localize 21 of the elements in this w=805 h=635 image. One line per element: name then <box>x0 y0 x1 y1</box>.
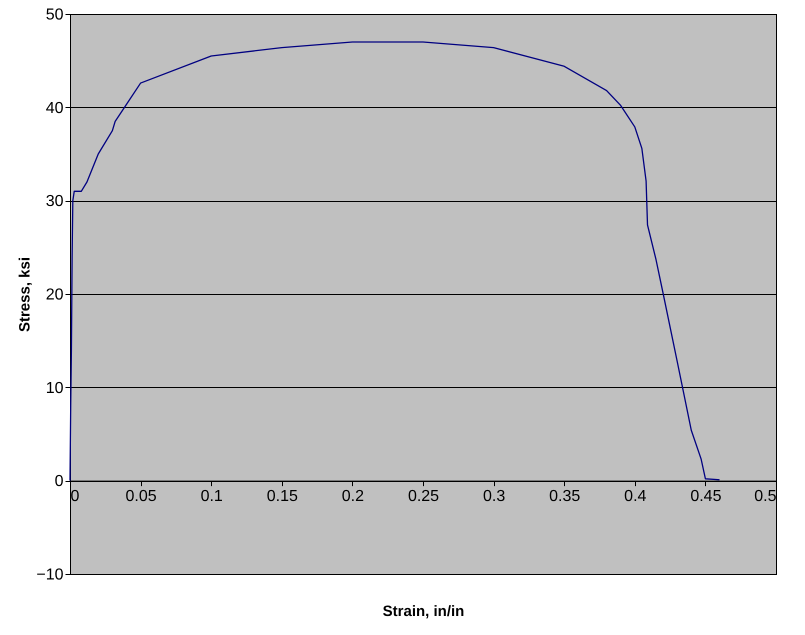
y-axis-title: Stress, ksi <box>16 256 34 332</box>
x-tick-label: 0.2 <box>342 488 364 506</box>
x-tick-label: 0.5 <box>754 488 777 506</box>
y-tick-label: 50 <box>46 6 64 24</box>
x-axis-title: Strain, in/in <box>382 603 464 620</box>
x-tick-label: 0.1 <box>200 488 223 506</box>
y-tick-label: 20 <box>46 286 64 304</box>
y-tick-label: 30 <box>46 193 64 210</box>
line-series <box>69 41 720 482</box>
x-tick-label: 0.15 <box>266 488 298 506</box>
x-tick-label: 0.3 <box>482 488 506 506</box>
y-tick-label: −10 <box>36 566 64 584</box>
x-tick-label: 0.35 <box>549 488 580 506</box>
y-tick-label: 10 <box>46 380 64 397</box>
x-tick-label: 0.25 <box>408 488 440 506</box>
x-tick-label: 0.4 <box>624 488 647 506</box>
x-tick-label: 0.05 <box>126 488 157 506</box>
x-tick-label: 0 <box>70 488 80 506</box>
y-tick-label: 0 <box>54 473 64 490</box>
y-tick-label: 40 <box>46 100 64 117</box>
x-tick-label: 0.45 <box>690 488 722 506</box>
